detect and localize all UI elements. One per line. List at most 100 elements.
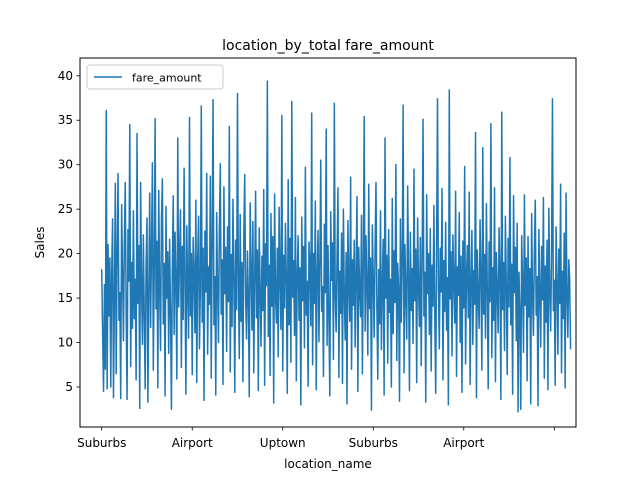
- data-point: [403, 372, 405, 374]
- data-point: [136, 132, 138, 135]
- data-point: [350, 176, 352, 178]
- data-point: [316, 272, 318, 274]
- data-point: [330, 211, 332, 213]
- data-point: [153, 274, 155, 276]
- data-point: [144, 388, 146, 390]
- data-point: [254, 279, 256, 281]
- data-point: [392, 333, 394, 335]
- data-point: [413, 168, 415, 170]
- data-point: [563, 232, 565, 234]
- data-point: [355, 273, 357, 275]
- data-point: [216, 286, 219, 288]
- data-point: [163, 262, 165, 264]
- data-point: [375, 181, 377, 184]
- data-point: [233, 273, 235, 275]
- data-point: [227, 301, 230, 303]
- data-point: [268, 264, 270, 266]
- data-point: [498, 227, 500, 229]
- data-point: [321, 285, 324, 288]
- x-axis-label: location_name: [284, 457, 372, 471]
- data-point: [337, 187, 339, 189]
- data-point: [241, 261, 243, 264]
- data-point: [238, 357, 240, 360]
- chart-title: location_by_total fare_amount: [222, 38, 434, 54]
- data-point: [349, 320, 351, 322]
- data-point: [485, 203, 487, 205]
- data-point: [169, 238, 171, 240]
- data-point: [123, 240, 125, 242]
- data-point: [115, 373, 117, 375]
- data-point: [436, 98, 439, 100]
- data-point: [285, 281, 287, 283]
- data-point: [137, 302, 139, 305]
- data-point: [121, 204, 123, 206]
- data-point: [326, 344, 328, 346]
- y-tick-label: 30: [58, 158, 73, 172]
- data-point: [495, 252, 497, 254]
- data-point: [388, 311, 391, 313]
- data-point: [524, 304, 526, 306]
- data-point: [289, 237, 291, 240]
- data-point: [260, 345, 262, 347]
- data-point: [482, 147, 484, 149]
- data-point: [134, 278, 136, 280]
- data-point: [516, 222, 518, 224]
- data-point: [345, 252, 347, 254]
- data-point: [252, 221, 254, 223]
- data-point: [294, 197, 297, 199]
- data-point: [512, 195, 515, 197]
- data-point: [194, 332, 196, 334]
- data-point: [554, 384, 556, 386]
- data-point: [290, 361, 292, 363]
- data-point: [504, 215, 506, 217]
- data-point: [464, 165, 466, 168]
- data-point: [234, 391, 236, 393]
- data-point: [119, 292, 121, 294]
- data-point: [426, 293, 429, 295]
- data-point: [493, 319, 495, 321]
- data-point: [397, 262, 399, 264]
- data-point: [544, 265, 546, 267]
- data-point: [508, 306, 510, 308]
- data-point: [360, 214, 363, 216]
- data-point: [171, 268, 173, 270]
- data-point: [556, 282, 558, 284]
- data-point: [459, 341, 461, 344]
- data-point: [388, 229, 390, 231]
- data-point: [519, 311, 521, 313]
- data-point: [218, 228, 220, 230]
- data-point: [569, 348, 572, 350]
- data-point: [281, 115, 283, 117]
- data-point: [460, 255, 462, 257]
- data-point: [471, 229, 473, 232]
- data-point: [145, 265, 147, 267]
- data-point: [333, 102, 335, 104]
- data-point: [407, 185, 409, 187]
- data-point: [324, 292, 326, 294]
- data-point: [142, 234, 144, 236]
- data-point: [205, 291, 207, 293]
- data-point: [127, 229, 129, 231]
- data-point: [167, 251, 169, 253]
- data-point: [564, 387, 566, 389]
- data-point: [140, 285, 143, 288]
- data-point: [273, 402, 275, 404]
- data-point: [509, 156, 511, 159]
- data-point: [103, 284, 106, 286]
- data-point: [312, 253, 315, 255]
- data-point: [550, 254, 553, 256]
- data-point: [491, 357, 493, 359]
- data-point: [530, 403, 532, 405]
- data-point: [305, 314, 307, 316]
- data-point: [135, 379, 137, 381]
- data-point: [272, 236, 274, 238]
- data-point: [541, 245, 543, 248]
- data-point: [207, 266, 210, 268]
- data-point: [184, 277, 186, 279]
- data-point: [346, 403, 348, 405]
- data-point: [340, 232, 343, 234]
- data-point: [371, 224, 373, 226]
- data-point: [327, 245, 329, 247]
- data-point: [505, 285, 507, 288]
- data-point: [365, 235, 367, 237]
